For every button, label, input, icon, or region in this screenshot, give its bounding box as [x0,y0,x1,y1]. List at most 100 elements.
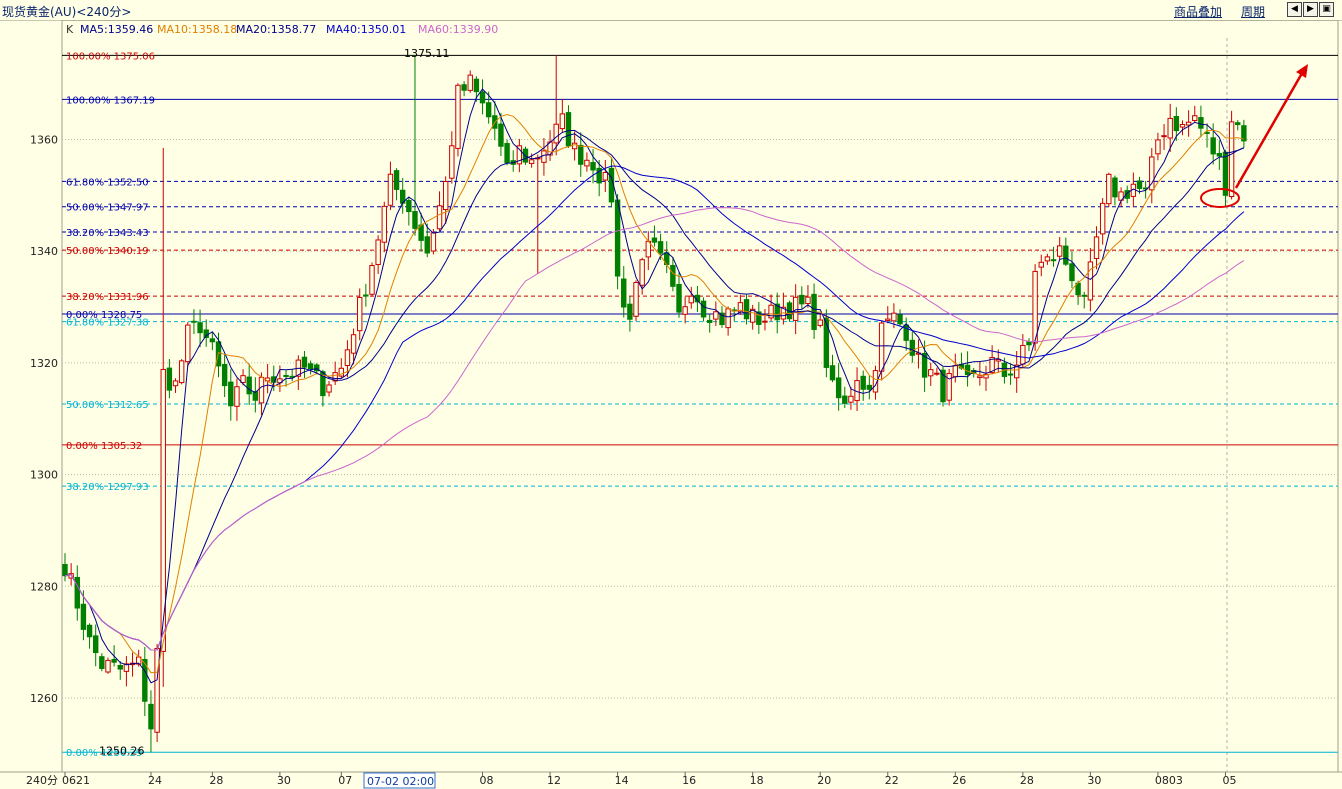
candle-down [86,624,93,638]
candle-down [909,339,916,356]
candle-up [234,386,240,407]
candle-down [283,374,289,377]
candle-up [387,173,394,206]
candle-up [185,324,191,363]
candle-up [1038,261,1044,268]
candle-down [707,319,713,323]
candle-up [952,365,958,378]
candle-down [835,377,842,399]
candle-down [191,320,197,323]
candle-up [559,113,566,130]
candle-up [792,296,799,321]
candle-down [756,311,762,325]
candle-down [93,635,99,654]
period-button[interactable]: 周期 [1241,5,1266,19]
candle-up [357,296,363,332]
candle-down [166,367,173,391]
candle-down [117,665,123,670]
candle-up [885,318,891,322]
candle-down [1007,373,1014,376]
x-tick-label: 28 [1020,774,1034,787]
x-tick-label: 20 [817,774,831,787]
fib-level-label: 61.80% 1327.38 [66,318,149,329]
candle-up [172,380,179,387]
candle-up [436,205,443,230]
candle-down [1210,137,1216,155]
candle-up [369,265,375,295]
candle-up [584,159,590,167]
candle-up [688,295,694,304]
candle-up [178,360,185,384]
fib-level-label: 0.00% 1305.32 [66,441,142,452]
candle-up [449,145,455,179]
candle-down [473,78,480,93]
candle-down [1235,122,1241,126]
candle-up [528,159,535,164]
candle-down [774,303,780,321]
fib-level-label: 50.00% 1347.97 [66,203,149,214]
candle-up [1179,124,1186,128]
candle-down [301,356,308,368]
candle-down [406,199,412,213]
candle-up [805,296,811,305]
candle-down [424,236,430,254]
candle-down [799,294,805,305]
candle-down [228,381,234,407]
candle-up [878,322,885,372]
candle-up [375,239,381,266]
candle-up [749,308,756,323]
candle-up [332,372,338,382]
arrow-left-icon[interactable]: ◀ [1287,2,1302,17]
candle-up [1093,236,1100,259]
candle-down [1198,117,1204,129]
cursor-date-box [363,772,436,789]
fib-level-label: 38.20% 1343.43 [66,228,149,239]
candle-up [1167,117,1173,139]
candle-up [713,311,719,320]
candle-up [123,663,130,672]
expand-icon[interactable]: ▣ [1319,2,1334,17]
candle-down [221,363,228,387]
candle-down [842,395,848,404]
candle-up [516,145,523,165]
candle-down [111,659,117,663]
candle-up [995,359,1001,362]
candle-down [1112,177,1118,198]
x-tick-label: 14 [615,774,629,787]
candle-down [393,170,400,190]
goods-overlay-button[interactable]: 商品叠加 [1174,5,1223,19]
candle-down [307,363,314,370]
candle-up [240,375,246,384]
candle-down [314,364,320,372]
candle-up [633,282,639,317]
candle-up [338,367,345,377]
y-tick-label: 1300 [30,469,58,482]
x-tick-label: 05 [1222,774,1236,787]
candle-down [148,703,154,730]
candle-down [498,123,504,147]
candle-down [1136,180,1143,189]
candle-down [829,365,836,381]
candle-up [1044,256,1051,262]
candle-down [743,299,750,320]
highlight-circle [1200,188,1240,208]
low-price-mark: 1250.26 [99,744,145,757]
candle-up [553,123,559,144]
candle-down [614,199,621,277]
candle-down [621,278,627,308]
cursor-date-label: 07-02 02:00 [367,775,434,788]
arrow-right-icon[interactable]: ▶ [1303,2,1318,17]
candle-up [989,357,995,374]
period-label: 240分 [26,774,58,787]
candle-up [442,181,449,211]
candle-down [670,265,676,287]
x-tick-label: 30 [1087,774,1101,787]
candle-up [105,659,111,673]
candle-up [602,172,609,181]
candle-up [135,656,142,665]
candle-down [485,102,492,118]
candle-down [1050,259,1057,262]
x-tick-label: 07 [338,774,352,787]
candle-up [1149,156,1155,191]
y-tick-label: 1320 [30,357,58,370]
